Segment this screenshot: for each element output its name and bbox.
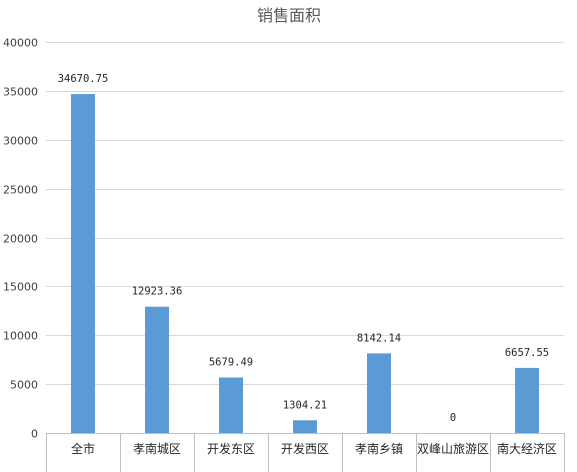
data-label: 6657.55 [505,347,549,359]
x-category-label: 孝南乡镇 [355,441,403,456]
y-tick-label: 20000 [3,233,38,246]
y-tick-label: 0 [31,428,38,441]
chart-title: 销售面积 [257,6,321,25]
data-label: 34670.75 [58,73,109,85]
bar [367,353,391,433]
y-tick-label: 10000 [3,330,38,343]
x-axis: 全市 孝南城区 开发东区 开发西区 孝南乡镇 双峰山旅游区 南大经济区 [46,433,565,472]
x-category-label: 孝南城区 [133,441,181,456]
x-category-label: 开发东区 [207,441,255,456]
y-tick-label: 5000 [10,379,38,392]
data-label: 5679.49 [209,357,253,369]
data-label: 1304.21 [283,399,327,411]
bar [71,94,95,433]
x-category-label: 全市 [71,441,95,456]
bar [293,420,317,433]
y-tick-label: 40000 [3,37,38,50]
gridlines [46,42,564,385]
data-labels: 34670.75 12923.36 5679.49 1304.21 8142.14 0 66… [58,73,549,424]
bar [145,306,169,433]
bars [71,94,539,433]
x-category-label: 南大经济区 [497,441,557,456]
x-category-label: 双峰山旅游区 [417,442,489,456]
y-tick-label: 25000 [3,184,38,197]
y-tick-label: 30000 [3,135,38,148]
bar [219,377,243,433]
y-axis-ticks: 0 5000 10000 15000 20000 25000 30000 35000 40000 [3,37,38,441]
bar [515,367,539,433]
data-label: 8142.14 [357,332,401,344]
data-label: 12923.36 [132,286,183,298]
data-label: 0 [450,412,456,424]
x-category-label: 开发西区 [281,441,329,456]
y-tick-label: 15000 [3,281,38,294]
y-tick-label: 35000 [3,86,38,99]
